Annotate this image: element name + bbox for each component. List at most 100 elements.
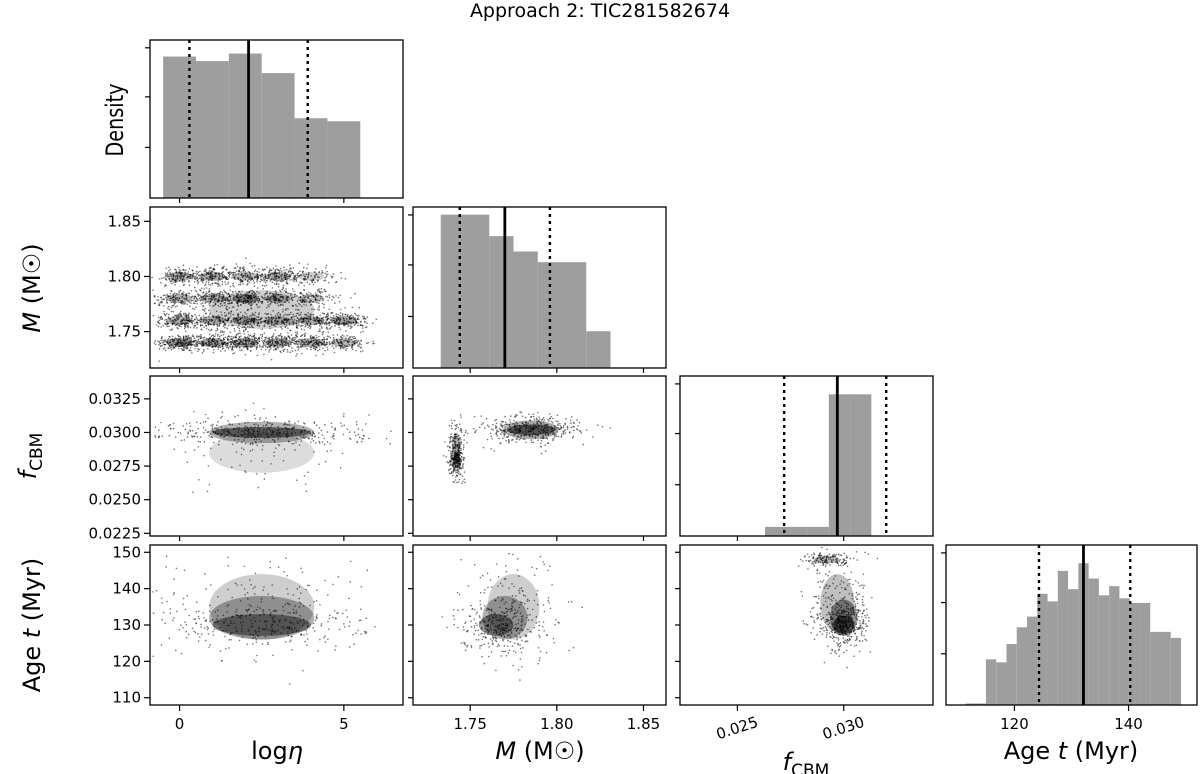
scatter-point (240, 343, 242, 346)
scatter-point (560, 436, 563, 438)
scatter-point (164, 294, 166, 296)
scatter-point (349, 314, 352, 317)
scatter-point (227, 346, 230, 349)
scatter-point (458, 478, 461, 481)
scatter-point (293, 276, 296, 279)
scatter-point (353, 643, 355, 646)
scatter-point (325, 295, 327, 298)
scatter-point (464, 431, 467, 434)
scatter-point (221, 411, 224, 414)
scatter-point (166, 293, 169, 296)
scatter-point (212, 441, 215, 444)
scatter-point (170, 282, 173, 285)
scatter-point (224, 336, 227, 339)
scatter-point (363, 630, 366, 633)
scatter-point (219, 650, 222, 652)
scatter-point (181, 321, 183, 323)
scatter-point (297, 345, 300, 347)
scatter-point (281, 288, 284, 291)
scatter-point (559, 422, 561, 425)
scatter-point (202, 281, 204, 284)
scatter-point (183, 269, 185, 271)
scatter-point (283, 266, 285, 268)
scatter-point (166, 339, 169, 341)
scatter-point (572, 421, 575, 424)
scatter-point (198, 479, 200, 481)
scatter-point (271, 340, 274, 342)
scatter-point (201, 273, 203, 276)
scatter-point (188, 320, 191, 322)
scatter-point (205, 619, 208, 621)
scatter-point (450, 460, 452, 463)
scatter-point (186, 303, 188, 306)
scatter-point (450, 450, 452, 453)
scatter-point (184, 338, 187, 341)
scatter-point (169, 336, 171, 338)
scatter-point (510, 415, 512, 417)
scatter-point (188, 349, 191, 352)
scatter-point (293, 339, 295, 341)
scatter-point (178, 628, 181, 631)
scatter-point (569, 419, 572, 422)
scatter-point (481, 423, 483, 426)
scatter-point (335, 345, 337, 348)
scatter-point (173, 322, 175, 324)
scatter-point (211, 334, 214, 336)
scatter-point (246, 339, 248, 341)
scatter-point (239, 283, 242, 286)
scatter-point (318, 348, 321, 351)
scatter-point (280, 351, 282, 354)
scatter-point (578, 429, 581, 432)
scatter-point (207, 283, 210, 286)
scatter-point (222, 347, 224, 349)
scatter-point (276, 344, 279, 346)
scatter-point (162, 341, 165, 343)
scatter-point (360, 633, 362, 635)
scatter-point (456, 460, 458, 463)
hist-frame-log_eta (149, 39, 404, 199)
scatter-point (300, 343, 302, 346)
scatter-point (207, 417, 209, 420)
scatter-point (283, 343, 286, 346)
scatter-point (217, 342, 219, 345)
scatter-point (293, 280, 295, 283)
scatter-point (343, 344, 346, 347)
scatter-point (366, 342, 368, 345)
scatter-point (304, 332, 307, 335)
scatter-point (193, 630, 196, 633)
scatter-point (344, 313, 347, 316)
scatter-point (197, 445, 200, 448)
scatter-point (332, 273, 335, 275)
scatter-point (562, 424, 565, 427)
scatter-cloud-log_eta__M (151, 257, 378, 362)
scatter-point (204, 342, 207, 344)
scatter-point (265, 284, 268, 287)
scatter-point (191, 315, 194, 318)
scatter-point (268, 340, 271, 343)
scatter-point (167, 316, 170, 319)
scatter-point (281, 346, 283, 349)
scatter-point (573, 429, 575, 432)
scatter-point (310, 341, 312, 343)
scatter-point (167, 347, 170, 349)
scatter-point (219, 350, 222, 352)
scatter-point (263, 339, 265, 342)
scatter-point (204, 318, 207, 321)
scatter-point (160, 316, 162, 319)
scatter-point (562, 426, 565, 429)
scatter-point (337, 296, 340, 299)
scatter-point (335, 338, 338, 341)
scatter-point (279, 333, 282, 335)
scatter-point (184, 330, 187, 332)
scatter-point (204, 429, 207, 431)
scatter-point (232, 337, 234, 340)
scatter-point (183, 280, 186, 282)
hist-bar-f_CBM (765, 526, 808, 536)
scatter-point (258, 336, 261, 339)
scatter-point (459, 414, 462, 416)
scatter-point (464, 481, 466, 484)
scatter-point (280, 270, 283, 272)
scatter-point (152, 591, 154, 593)
scatter-point (261, 335, 264, 338)
scatter-point (266, 279, 268, 282)
